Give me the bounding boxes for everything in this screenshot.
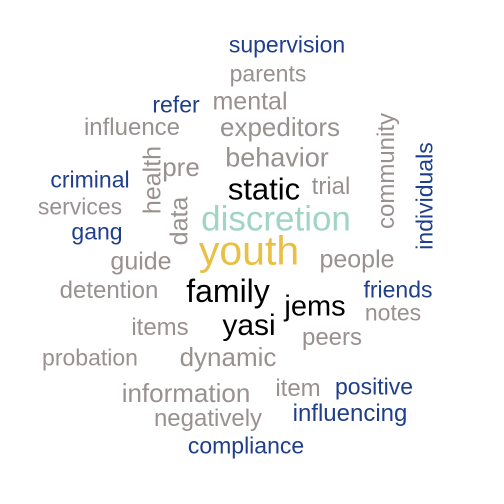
word-influencing: influencing bbox=[292, 400, 408, 427]
word-static: static bbox=[227, 171, 301, 207]
word-youth: youth bbox=[198, 227, 300, 274]
word-community: community bbox=[373, 112, 400, 230]
word-behavior: behavior bbox=[225, 142, 329, 173]
word-positive: positive bbox=[335, 373, 413, 400]
word-supervision: supervision bbox=[228, 31, 346, 58]
word-people: people bbox=[319, 245, 395, 274]
word-influence: influence bbox=[83, 114, 181, 141]
word-family: family bbox=[186, 273, 270, 309]
word-data: data bbox=[165, 196, 194, 246]
word-dynamic: dynamic bbox=[179, 342, 277, 372]
word-expeditors: expeditors bbox=[220, 112, 340, 142]
word-peers: peers bbox=[301, 324, 363, 351]
word-detention: detention bbox=[59, 277, 159, 304]
word-trial: trial bbox=[311, 173, 351, 200]
word-parents: parents bbox=[229, 60, 307, 87]
word-pre: pre bbox=[162, 152, 200, 182]
word-guide: guide bbox=[110, 247, 172, 276]
word-items: items bbox=[131, 314, 189, 341]
word-notes: notes bbox=[364, 299, 422, 326]
word-gang: gang bbox=[71, 218, 123, 245]
word-jems: jems bbox=[284, 290, 346, 323]
word-refer: refer bbox=[152, 91, 200, 118]
word-negatively: negatively bbox=[153, 405, 263, 432]
word-friends: friends bbox=[363, 276, 433, 303]
word-services: services bbox=[37, 193, 123, 220]
word-yasi: yasi bbox=[222, 309, 276, 342]
word-criminal: criminal bbox=[50, 166, 130, 193]
word-probation: probation bbox=[42, 344, 138, 371]
word-information: information bbox=[121, 378, 251, 408]
word-mental: mental bbox=[212, 87, 288, 116]
word-compliance: compliance bbox=[187, 432, 305, 459]
word-item: item bbox=[275, 375, 321, 402]
word-individuals: individuals bbox=[411, 142, 438, 250]
word-discretion: discretion bbox=[201, 199, 351, 239]
